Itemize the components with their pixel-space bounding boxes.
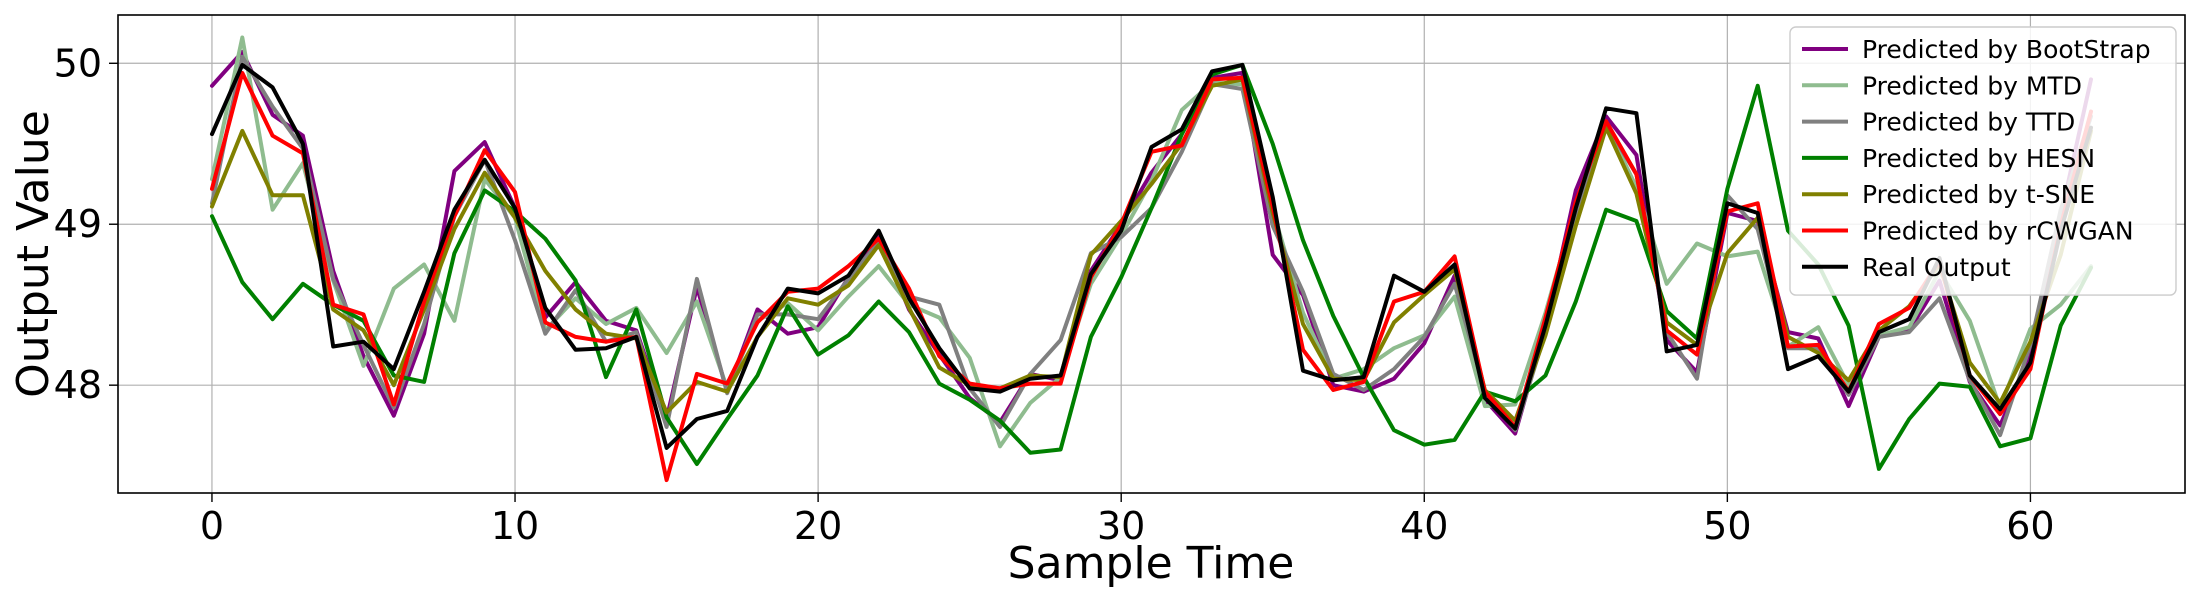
series-line-4 [210,62,2093,471]
legend-label: Predicted by HESN [1862,144,2095,173]
x-tick-label: 60 [2006,504,2054,548]
x-tick-label: 10 [491,504,539,548]
series-lines [210,35,2093,483]
legend: Predicted by BootStrap Predicted by MTD Pr… [1789,26,2177,296]
x-axis-label: Sample Time [1008,538,1295,589]
axis-ticks: 0 10 20 30 40 50 60 48 49 50 [54,41,2055,548]
y-tick-label: 49 [54,202,102,246]
legend-label: Predicted by TTD [1862,108,2075,137]
x-tick-label: 20 [794,504,842,548]
x-tick-label: 30 [1097,504,1145,548]
plot-frame [117,14,2186,494]
y-tick-label: 48 [54,363,102,407]
y-axis-label: Output Value [8,110,59,398]
legend-box [1789,26,2177,296]
legend-label: Predicted by rCWGAN [1862,217,2134,246]
x-tick-label: 50 [1703,504,1751,548]
legend-label: Real Output [1862,253,2011,282]
series-line-7 [210,62,2093,450]
x-tick-label: 0 [200,504,224,548]
legend-label: Predicted by MTD [1862,71,2082,100]
legend-label: Predicted by t-SNE [1862,180,2095,209]
legend-label: Predicted by BootStrap [1862,35,2151,64]
y-tick-label: 50 [54,41,102,85]
x-tick-label: 40 [1400,504,1448,548]
